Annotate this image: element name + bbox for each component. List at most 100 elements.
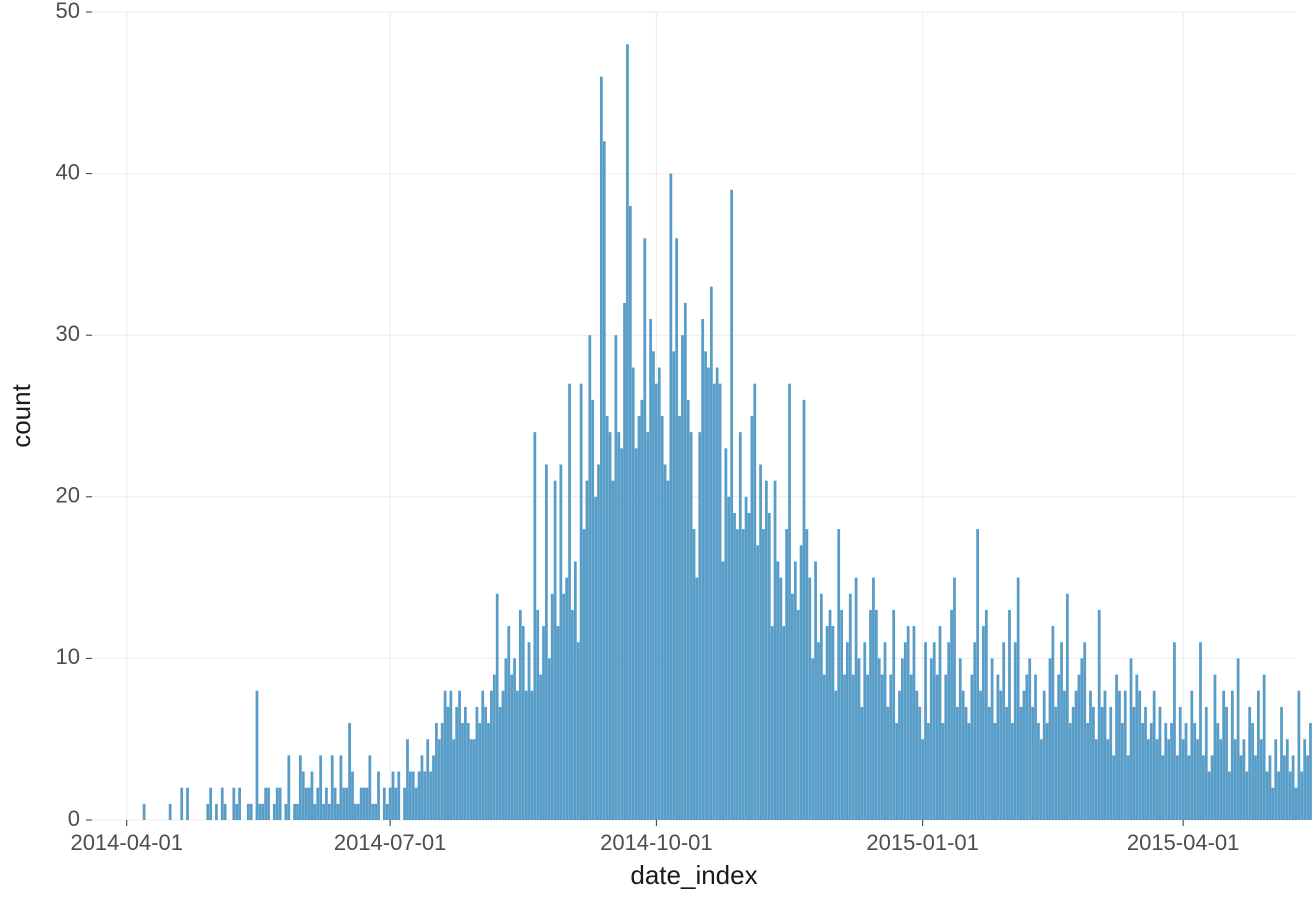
histogram-bar [363, 788, 366, 820]
histogram-bar [345, 788, 348, 820]
histogram-bar [623, 303, 626, 820]
histogram-bar [669, 174, 672, 820]
histogram-bar [1222, 691, 1225, 820]
histogram-bar [869, 610, 872, 820]
histogram-bar [898, 691, 901, 820]
histogram-bar [568, 384, 571, 820]
histogram-bar [800, 545, 803, 820]
histogram-bar [571, 610, 574, 820]
histogram-bar [258, 804, 261, 820]
histogram-bar [574, 561, 577, 820]
histogram-bar [432, 755, 435, 820]
histogram-bar [1106, 739, 1109, 820]
histogram-bar [1072, 707, 1075, 820]
histogram-bar [716, 368, 719, 820]
y-tick-label: 40 [56, 159, 80, 184]
histogram-bar [331, 755, 334, 820]
histogram-bar [209, 788, 212, 820]
histogram-bar [403, 788, 406, 820]
x-axis-title: date_index [630, 860, 757, 890]
histogram-bar [858, 658, 861, 820]
histogram-bar [481, 691, 484, 820]
histogram-bar [852, 675, 855, 820]
histogram-bar [837, 529, 840, 820]
histogram-bar [1023, 691, 1026, 820]
histogram-bar [588, 335, 591, 820]
histogram-bar [1075, 691, 1078, 820]
histogram-bar [973, 642, 976, 820]
histogram-bar [1144, 707, 1147, 820]
histogram-bar [724, 448, 727, 820]
histogram-bar [797, 610, 800, 820]
histogram-bar [1092, 707, 1095, 820]
histogram-bar [976, 529, 979, 820]
histogram-bar [846, 642, 849, 820]
histogram-bar [1269, 755, 1272, 820]
histogram-bar [496, 594, 499, 820]
histogram-bar [643, 238, 646, 820]
histogram-bar [415, 788, 418, 820]
histogram-bar [1280, 707, 1283, 820]
histogram-bar [296, 804, 299, 820]
histogram-bar [956, 707, 959, 820]
histogram-bar [559, 464, 562, 820]
histogram-bar [953, 578, 956, 820]
histogram-bar [1170, 723, 1173, 820]
histogram-bar [855, 578, 858, 820]
histogram-bar [464, 707, 467, 820]
histogram-bar [279, 788, 282, 820]
histogram-bar [970, 675, 973, 820]
histogram-bar [1260, 739, 1263, 820]
histogram-bar [1109, 707, 1112, 820]
histogram-bar [808, 578, 811, 820]
histogram-bar [1043, 691, 1046, 820]
histogram-bar [1037, 723, 1040, 820]
histogram-bar [406, 739, 409, 820]
histogram-bar [502, 691, 505, 820]
histogram-bar [1156, 739, 1159, 820]
histogram-bar [351, 772, 354, 820]
histogram-bar [840, 610, 843, 820]
histogram-bar [392, 772, 395, 820]
histogram-bar [594, 497, 597, 820]
histogram-bar [340, 755, 343, 820]
histogram-bar [707, 368, 710, 820]
histogram-bar [678, 416, 681, 820]
histogram-bar [273, 804, 276, 820]
histogram-bar [580, 384, 583, 820]
histogram-bar [551, 594, 554, 820]
histogram-bar [1283, 755, 1286, 820]
histogram-bar [583, 529, 586, 820]
histogram-bar [221, 788, 224, 820]
histogram-bar [1245, 772, 1248, 820]
histogram-bar [999, 691, 1002, 820]
histogram-bar [687, 400, 690, 820]
x-tick-label: 2014-07-01 [334, 830, 447, 855]
histogram-bar [889, 675, 892, 820]
histogram-bar [319, 755, 322, 820]
histogram-bar [704, 351, 707, 820]
histogram-bar [1080, 658, 1083, 820]
histogram-bar [441, 723, 444, 820]
histogram-bar [1138, 691, 1141, 820]
histogram-bar [395, 788, 398, 820]
histogram-bar [927, 723, 930, 820]
histogram-bar [1086, 723, 1089, 820]
histogram-bar [316, 788, 319, 820]
histogram-bar [519, 610, 522, 820]
histogram-bar [215, 804, 218, 820]
histogram-bar [939, 626, 942, 820]
histogram-bar [1104, 691, 1107, 820]
histogram-bar [1051, 626, 1054, 820]
histogram-bar [1196, 739, 1199, 820]
histogram-bar [791, 594, 794, 820]
histogram-bar [1164, 723, 1167, 820]
histogram-bar [1202, 755, 1205, 820]
histogram-bar [293, 804, 296, 820]
y-tick-label: 20 [56, 483, 80, 508]
histogram-bar [348, 723, 351, 820]
histogram-bar [892, 610, 895, 820]
histogram-bar [429, 772, 432, 820]
histogram-bar [843, 675, 846, 820]
histogram-bar [771, 626, 774, 820]
